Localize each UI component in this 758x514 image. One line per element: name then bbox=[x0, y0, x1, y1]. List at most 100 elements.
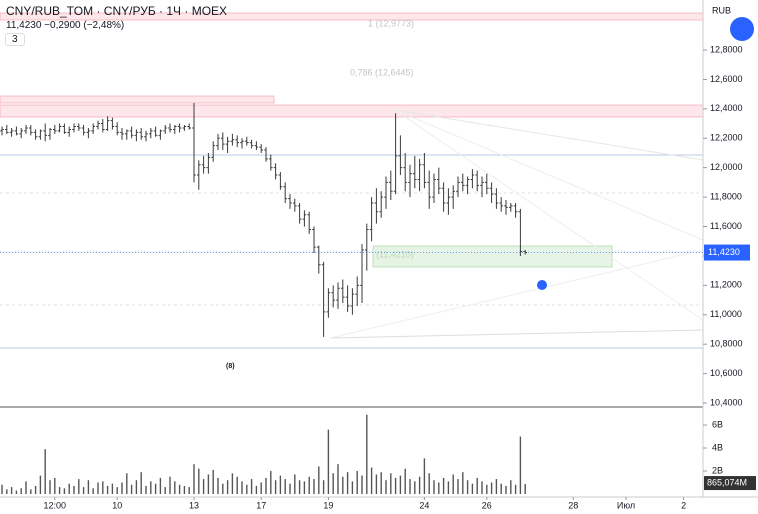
drawings: 1 (12,9773) 0,786 (12,6445) (11,4210) (8… bbox=[0, 0, 758, 498]
volume-bar bbox=[202, 479, 205, 494]
ohlc-bar bbox=[81, 125, 86, 136]
ohlc-bar bbox=[72, 123, 76, 133]
ohlc-bar bbox=[77, 123, 81, 131]
volume-bar bbox=[145, 485, 147, 494]
volume-bar bbox=[375, 474, 378, 494]
ohlc-bar bbox=[177, 123, 182, 133]
ohlc-bar bbox=[485, 173, 489, 195]
volume-bar bbox=[164, 487, 166, 494]
ohlc-bar bbox=[456, 176, 460, 198]
volume-bar bbox=[140, 472, 142, 494]
volume-bar bbox=[126, 473, 128, 494]
volume-bar bbox=[289, 483, 291, 494]
ohlc-bar bbox=[29, 125, 33, 136]
volume-bar bbox=[82, 487, 85, 494]
ohlc-bar bbox=[480, 176, 484, 198]
volume-bar bbox=[207, 474, 210, 494]
volume-bar bbox=[370, 467, 373, 494]
y-tick-label: 12,6000 bbox=[710, 74, 743, 84]
ohlc-bar bbox=[355, 276, 359, 306]
ohlc-bar bbox=[139, 127, 143, 140]
settings-button[interactable] bbox=[730, 17, 754, 41]
ohlc-bar bbox=[513, 202, 518, 218]
y-tick-label: 12,4000 bbox=[710, 103, 743, 113]
volume-bar bbox=[34, 485, 37, 494]
volume-bar bbox=[438, 482, 440, 494]
ohlc-bar bbox=[293, 198, 297, 212]
ohlc-bar bbox=[24, 125, 28, 134]
volume-bar bbox=[279, 475, 282, 494]
volume-bar bbox=[284, 479, 286, 494]
y-tick-label: 11,0000 bbox=[710, 309, 742, 319]
volume-bar bbox=[327, 429, 330, 494]
ohlc-bar bbox=[499, 197, 503, 212]
price-badge bbox=[704, 244, 750, 261]
ohlc-bar bbox=[417, 158, 422, 192]
ohlc-bar bbox=[374, 188, 379, 224]
indicators-toggle[interactable]: 3 bbox=[5, 33, 25, 46]
volume-bar bbox=[294, 474, 296, 494]
ohlc-bar bbox=[461, 173, 465, 192]
ohlc-bar bbox=[336, 282, 340, 309]
volume-bar bbox=[409, 479, 411, 494]
volume-bar bbox=[298, 480, 301, 494]
volume-bar bbox=[466, 480, 469, 494]
ohlc-bar bbox=[432, 173, 436, 203]
fan-line bbox=[329, 329, 704, 339]
volume-tick-label: 2B bbox=[712, 465, 723, 475]
ohlc-bar bbox=[153, 126, 158, 137]
ohlc-bar bbox=[168, 123, 172, 133]
y-tick-label: 10,6000 bbox=[710, 368, 743, 378]
volume-bar bbox=[399, 475, 402, 494]
volume-bar bbox=[58, 487, 61, 494]
ohlc-bar bbox=[384, 176, 388, 209]
volume-bar bbox=[510, 480, 512, 494]
volume-bar bbox=[130, 484, 133, 494]
ohlc-bar bbox=[389, 170, 393, 201]
x-tick-label: 12:00 bbox=[44, 500, 67, 510]
ohlc-bar bbox=[427, 170, 431, 209]
volume-bar bbox=[106, 485, 109, 494]
ohlc-bar bbox=[254, 141, 259, 151]
ohlc-bar bbox=[192, 102, 196, 183]
volume-bar bbox=[49, 480, 51, 494]
volume-bar bbox=[476, 477, 478, 494]
volume-bar bbox=[342, 476, 344, 494]
fib-label: 1 (12,9773) bbox=[368, 18, 414, 28]
volume-bar bbox=[198, 468, 200, 494]
volume-bar bbox=[222, 483, 224, 494]
volume-bar bbox=[495, 479, 498, 494]
volume-bar bbox=[390, 473, 392, 494]
volume-bar bbox=[481, 481, 483, 494]
ohlc-bar bbox=[288, 194, 292, 209]
volume-bar bbox=[1, 484, 3, 494]
volume-bar bbox=[418, 476, 421, 494]
ohlc-bar bbox=[96, 120, 100, 130]
ohlc-bar bbox=[144, 130, 148, 142]
currency: RUB bbox=[712, 5, 731, 15]
volume-tick-label: 4B bbox=[712, 442, 723, 452]
ohlc-bar bbox=[331, 285, 335, 308]
volume-bar bbox=[313, 479, 315, 494]
volume-bar bbox=[471, 483, 474, 494]
ohlc-bar bbox=[134, 129, 139, 142]
volume-bar bbox=[246, 484, 248, 494]
ohlc-bar bbox=[441, 182, 446, 212]
ohlc-bar bbox=[230, 133, 235, 146]
volume-bar bbox=[318, 466, 320, 494]
volume-bar bbox=[39, 475, 42, 494]
ohlc-bar bbox=[158, 129, 163, 140]
ohlc-bar bbox=[240, 138, 244, 149]
volume-bar bbox=[212, 469, 214, 494]
ohlc-bar bbox=[115, 122, 119, 136]
volume-bar bbox=[490, 482, 493, 494]
volume-bar bbox=[73, 485, 75, 494]
ohlc-bar bbox=[369, 197, 374, 242]
volume-bar bbox=[111, 483, 114, 494]
ohlc-bar bbox=[129, 126, 134, 139]
ohlc-bar bbox=[278, 172, 283, 190]
x-tick-label: 17 bbox=[256, 500, 266, 510]
marker[interactable] bbox=[537, 280, 547, 290]
ohlc-bar bbox=[221, 132, 225, 151]
volume-bar bbox=[462, 472, 464, 494]
